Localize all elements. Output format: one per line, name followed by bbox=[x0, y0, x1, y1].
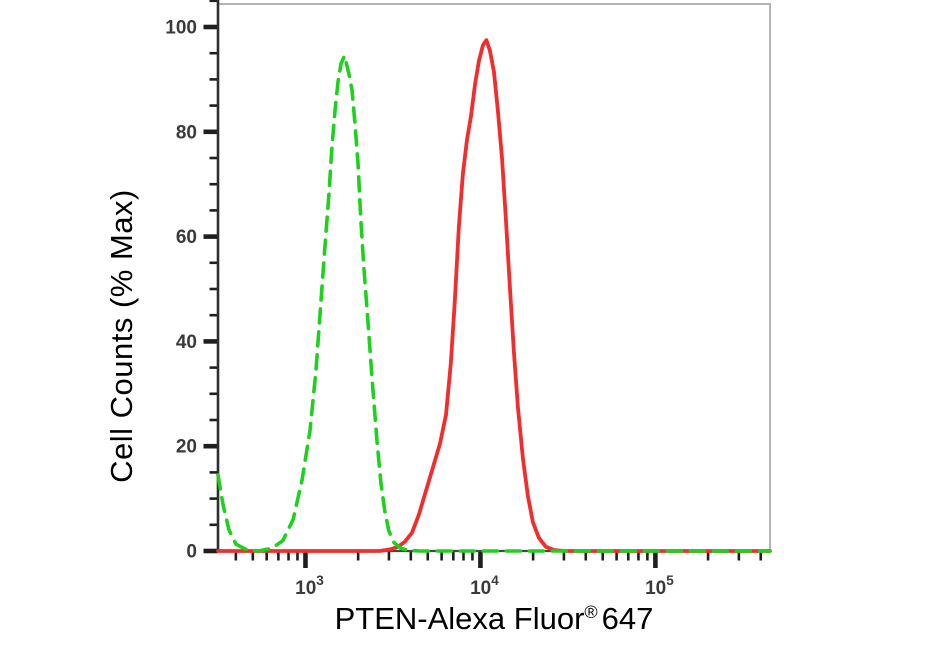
y-tick-label-80: 80 bbox=[176, 122, 197, 143]
x-tick-label-10e3: 103 bbox=[295, 573, 324, 599]
x-tick-label-10e4: 104 bbox=[470, 573, 499, 599]
y-tick-label-40: 40 bbox=[176, 332, 197, 353]
y-axis-title: Cell Counts (% Max) bbox=[104, 189, 139, 483]
green-dashed-curve bbox=[216, 54, 772, 553]
y-tick-label-20: 20 bbox=[176, 437, 197, 458]
x-tick-label-10e5: 105 bbox=[645, 573, 674, 599]
x-axis-title-main: PTEN-Alexa Fluor bbox=[334, 601, 585, 636]
plot-box-border bbox=[218, 3, 771, 551]
x-axis-title: PTEN-Alexa Fluor® 647 bbox=[218, 601, 770, 637]
registered-trademark-symbol: ® bbox=[584, 601, 598, 622]
y-tick-label-0: 0 bbox=[186, 542, 197, 563]
y-tick-label-100: 100 bbox=[165, 18, 197, 39]
x-axis-title-suffix: 647 bbox=[601, 601, 654, 636]
y-tick-label-60: 60 bbox=[176, 227, 197, 248]
red-solid-curve bbox=[216, 38, 772, 553]
